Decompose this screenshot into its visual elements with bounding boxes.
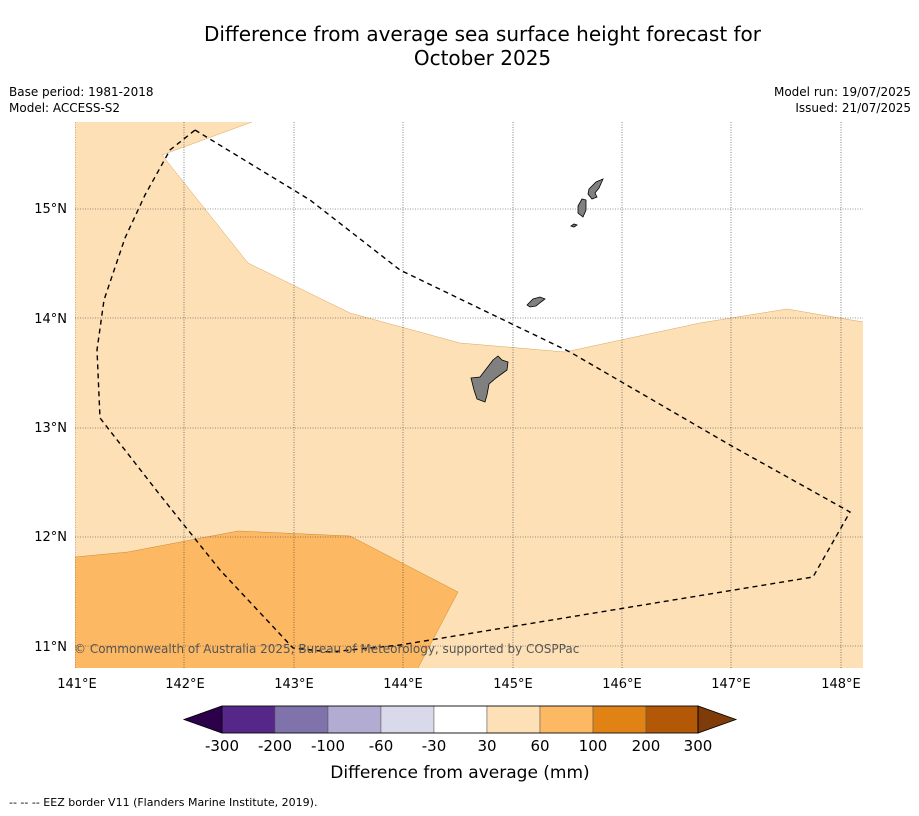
base-period-text: Base period: 1981-2018	[9, 85, 154, 99]
lat-tick-label: 11°N	[34, 640, 67, 655]
colorbar-label: -100	[311, 737, 345, 755]
colorbar-label: 30	[477, 737, 496, 755]
meta-right: Model run: 19/07/2025 Issued: 21/07/2025	[774, 84, 911, 116]
colorbar-segment	[592, 705, 647, 734]
issued-text: Issued: 21/07/2025	[795, 101, 911, 115]
anomaly-region-30-60	[75, 122, 863, 668]
map-panel: © Commonwealth of Australia 2025, Bureau…	[74, 122, 863, 668]
colorbar-min-extend	[182, 705, 223, 734]
colorbar-label: -30	[422, 737, 447, 755]
colorbar-segment	[221, 705, 276, 734]
colorbar-label: -60	[369, 737, 394, 755]
saipan-island	[587, 178, 604, 200]
title-line-2: October 2025	[413, 46, 552, 70]
colorbar-label: -300	[205, 737, 239, 755]
colorbar-segment	[433, 705, 488, 734]
colorbar-label: -200	[258, 737, 292, 755]
colorbar-outline	[221, 705, 699, 734]
colorbar-title: Difference from average (mm)	[330, 763, 589, 783]
lon-tick-label: 142°E	[165, 677, 205, 692]
colorbar-segment	[380, 705, 435, 734]
lon-tick-label: 144°E	[383, 677, 423, 692]
anomaly-contour-60	[75, 530, 459, 668]
lon-tick-label: 146°E	[602, 677, 642, 692]
colorbar-segment	[645, 705, 699, 734]
colorbar: -300 -200 -100 -60 -30 30 60 100 200 300…	[182, 705, 738, 783]
anomaly-region-60-100	[75, 531, 458, 668]
lat-tick-label: 13°N	[34, 421, 67, 436]
longitude-labels: 141°E 142°E 143°E 144°E 145°E 146°E 147°…	[57, 677, 861, 692]
latitude-labels: 15°N 14°N 13°N 12°N 11°N	[34, 202, 67, 655]
lat-tick-label: 15°N	[34, 202, 67, 217]
colorbar-label: 100	[579, 737, 608, 755]
colorbar-max-extend	[697, 705, 738, 734]
model-text: Model: ACCESS-S2	[9, 101, 121, 115]
colorbar-segment	[274, 705, 329, 734]
guam-island	[470, 355, 509, 403]
lon-tick-label: 141°E	[57, 677, 97, 692]
colorbar-segment	[327, 705, 382, 734]
copyright-text: © Commonwealth of Australia 2025, Bureau…	[74, 642, 579, 656]
model-run-text: Model run: 19/07/2025	[773, 85, 911, 99]
lon-tick-label: 148°E	[821, 677, 861, 692]
title-line-1: Difference from average sea surface heig…	[203, 22, 762, 46]
anomaly-contour-30	[161, 122, 863, 353]
rota-island	[526, 296, 546, 308]
lat-tick-label: 14°N	[34, 312, 67, 327]
lon-tick-label: 147°E	[711, 677, 751, 692]
colorbar-label: 300	[684, 737, 713, 755]
lon-tick-label: 145°E	[493, 677, 533, 692]
graticule	[75, 122, 863, 668]
lat-tick-label: 12°N	[34, 530, 67, 545]
colorbar-label: 60	[530, 737, 549, 755]
map-title: Difference from average sea surface heig…	[0, 22, 919, 70]
islands	[470, 178, 604, 403]
colorbar-segment	[539, 705, 594, 734]
tinian-island	[577, 198, 587, 218]
colorbar-segment	[486, 705, 541, 734]
colorbar-label: 200	[632, 737, 661, 755]
eez-legend-note: -- -- -- EEZ border V11 (Flanders Marine…	[9, 796, 318, 809]
eez-border	[96, 129, 851, 653]
aguijan-island	[570, 223, 578, 228]
lon-tick-label: 143°E	[274, 677, 314, 692]
meta-left: Base period: 1981-2018 Model: ACCESS-S2	[9, 84, 154, 116]
